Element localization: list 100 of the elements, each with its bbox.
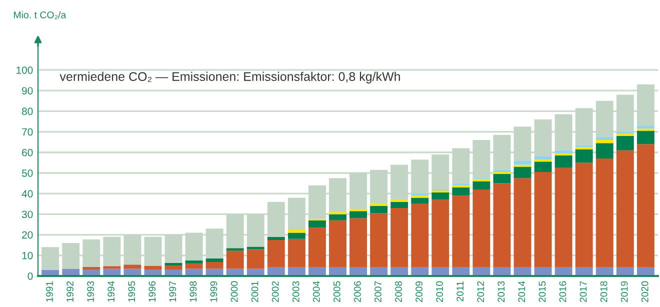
bar bbox=[432, 190, 450, 193]
x-tick-label: 2016 bbox=[559, 281, 566, 302]
x-tick-label: 1999 bbox=[210, 281, 218, 302]
bar bbox=[185, 260, 203, 264]
bar bbox=[390, 202, 408, 208]
bar bbox=[308, 228, 326, 268]
bar bbox=[329, 214, 346, 220]
y-tick-label: 100 bbox=[16, 66, 33, 74]
bar bbox=[308, 220, 326, 228]
x-tick-label: 2009 bbox=[416, 281, 422, 302]
bar bbox=[575, 162, 593, 268]
bar bbox=[350, 211, 367, 218]
y-tick-label: 20 bbox=[22, 231, 33, 239]
x-tick-label: 1992 bbox=[66, 281, 74, 302]
bar bbox=[82, 266, 100, 270]
x-tick-label: 1996 bbox=[148, 281, 156, 302]
x-tick-label: 2002 bbox=[272, 281, 279, 302]
x-tick-label: 2014 bbox=[518, 281, 526, 302]
bar bbox=[534, 162, 552, 172]
bar bbox=[514, 166, 532, 178]
bar bbox=[185, 264, 203, 269]
bar bbox=[411, 204, 429, 268]
x-tick-label: 2018 bbox=[600, 281, 608, 302]
bar bbox=[267, 236, 285, 240]
bar bbox=[452, 187, 470, 196]
y-tick-label: 30 bbox=[22, 210, 33, 218]
bar bbox=[288, 230, 306, 233]
bar bbox=[493, 183, 511, 268]
x-tick-label: 2010 bbox=[436, 281, 443, 302]
bar bbox=[350, 218, 367, 268]
bar bbox=[472, 181, 490, 190]
bar bbox=[596, 140, 614, 144]
x-tick-label: 2020 bbox=[641, 281, 648, 302]
x-tick-label: 2005 bbox=[333, 281, 340, 302]
bar bbox=[246, 249, 264, 269]
bar bbox=[534, 172, 552, 268]
x-tick-label: 1998 bbox=[190, 281, 197, 302]
x-tick-label: 1994 bbox=[108, 281, 115, 302]
bar bbox=[636, 126, 654, 129]
y-tick-label: 10 bbox=[22, 252, 33, 260]
bar bbox=[144, 266, 162, 270]
bar bbox=[370, 213, 388, 268]
bar bbox=[554, 150, 572, 154]
bar bbox=[636, 130, 654, 144]
x-tick-label: 2019 bbox=[620, 281, 628, 302]
y-tick-label: 70 bbox=[22, 128, 33, 136]
bar bbox=[616, 150, 634, 268]
bar bbox=[267, 240, 285, 268]
bar bbox=[554, 155, 572, 168]
bar bbox=[596, 158, 614, 268]
x-tick-label: 2013 bbox=[498, 281, 505, 302]
x-tick-label: 2017 bbox=[580, 281, 587, 302]
bar bbox=[616, 136, 634, 150]
x-tick-label: 2004 bbox=[312, 281, 320, 302]
y-axis-title: Mio. t CO₂/a bbox=[14, 11, 66, 20]
bar bbox=[288, 238, 306, 268]
bar bbox=[493, 172, 511, 174]
bar bbox=[596, 136, 614, 140]
bar bbox=[554, 168, 572, 268]
x-tick-label: 1997 bbox=[169, 281, 176, 302]
x-tick-label: 2012 bbox=[477, 281, 484, 302]
x-tick-label: 1991 bbox=[46, 281, 53, 302]
x-tick-label: 2007 bbox=[374, 281, 382, 302]
bar bbox=[493, 174, 511, 184]
x-tick-label: 1993 bbox=[87, 281, 94, 302]
bar bbox=[534, 156, 552, 160]
x-tick-label: 2000 bbox=[230, 281, 238, 302]
bar bbox=[432, 200, 450, 268]
x-tick-label: 2015 bbox=[538, 281, 546, 302]
bar bbox=[226, 248, 244, 251]
y-tick-label: 0 bbox=[28, 272, 33, 280]
bar bbox=[164, 266, 182, 270]
y-tick-label: 50 bbox=[22, 169, 33, 177]
bar bbox=[514, 178, 532, 268]
bar bbox=[411, 198, 429, 204]
bar bbox=[370, 206, 388, 214]
bar bbox=[246, 246, 264, 250]
x-tick-label: 2003 bbox=[292, 281, 300, 302]
bar bbox=[288, 232, 306, 239]
bar bbox=[432, 192, 450, 200]
x-tick-label: 2006 bbox=[354, 281, 361, 302]
bar bbox=[329, 220, 346, 268]
y-tick-label: 80 bbox=[22, 108, 33, 116]
bar bbox=[226, 250, 244, 269]
bar bbox=[206, 262, 224, 269]
bar bbox=[575, 149, 593, 163]
bar bbox=[636, 144, 654, 268]
y-tick-label: 40 bbox=[22, 190, 33, 198]
bar bbox=[206, 258, 224, 262]
x-tick-label: 2001 bbox=[251, 281, 258, 302]
bar bbox=[452, 196, 470, 268]
bar bbox=[164, 263, 182, 266]
bar bbox=[472, 189, 490, 268]
annotation: vermiedene CO₂ — Emissionen: Emissionsfaktor: 0,8 kg/kWh bbox=[60, 72, 400, 84]
y-tick-label: 60 bbox=[22, 148, 33, 156]
x-tick-label: 2011 bbox=[456, 281, 464, 302]
bar bbox=[514, 160, 532, 165]
bar bbox=[390, 208, 408, 268]
bar bbox=[124, 264, 142, 269]
bar bbox=[103, 266, 121, 269]
